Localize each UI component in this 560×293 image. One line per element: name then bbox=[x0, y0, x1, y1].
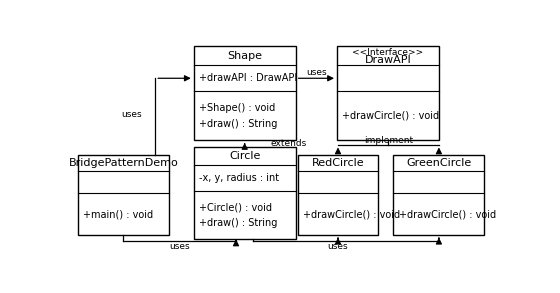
Bar bbox=[78, 155, 169, 235]
Text: RedCircle: RedCircle bbox=[312, 158, 365, 168]
Text: +draw() : String: +draw() : String bbox=[199, 119, 277, 129]
Text: +Shape() : void: +Shape() : void bbox=[199, 103, 275, 113]
Text: -x, y, radius : int: -x, y, radius : int bbox=[199, 173, 279, 183]
Text: +main() : void: +main() : void bbox=[83, 209, 153, 219]
Bar bbox=[194, 147, 296, 239]
Text: uses: uses bbox=[169, 242, 190, 251]
Text: +Circle() : void: +Circle() : void bbox=[199, 202, 272, 212]
Bar bbox=[298, 155, 378, 235]
Text: <<Interface>>: <<Interface>> bbox=[352, 47, 423, 57]
Text: uses: uses bbox=[327, 242, 348, 251]
Bar bbox=[194, 47, 296, 140]
Text: Circle: Circle bbox=[229, 151, 260, 161]
Text: implement: implement bbox=[364, 136, 413, 145]
Bar bbox=[393, 155, 484, 235]
Text: BridgePatternDemo: BridgePatternDemo bbox=[68, 158, 178, 168]
Text: GreenCircle: GreenCircle bbox=[406, 158, 472, 168]
Text: +drawAPI : DrawAPI: +drawAPI : DrawAPI bbox=[199, 73, 297, 83]
Text: +drawCircle() : void: +drawCircle() : void bbox=[342, 111, 439, 121]
Text: +drawCircle() : void: +drawCircle() : void bbox=[303, 209, 400, 219]
Text: uses: uses bbox=[306, 68, 326, 77]
Text: +draw() : String: +draw() : String bbox=[199, 218, 277, 228]
Text: extends: extends bbox=[270, 139, 307, 148]
Bar bbox=[337, 47, 439, 140]
Text: DrawAPI: DrawAPI bbox=[365, 55, 411, 65]
Text: uses: uses bbox=[121, 110, 142, 119]
Text: +drawCircle() : void: +drawCircle() : void bbox=[399, 209, 496, 219]
Text: Shape: Shape bbox=[227, 51, 262, 61]
